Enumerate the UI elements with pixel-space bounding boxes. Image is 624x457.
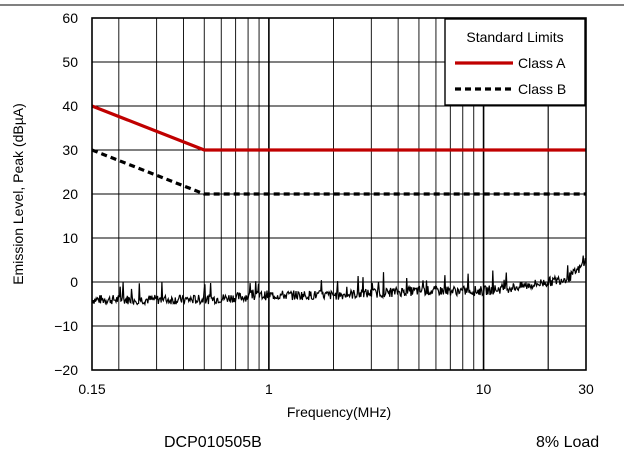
y-tick-label: 60 (62, 10, 78, 26)
y-tick-label: 30 (62, 142, 78, 158)
x-tick-label: 1 (265, 381, 273, 397)
legend-label-class-b: Class B (518, 81, 566, 97)
y-tick-label: 50 (62, 54, 78, 70)
legend: Standard Limits Class A Class B (444, 18, 586, 106)
x-tick-label: 30 (578, 381, 594, 397)
y-tick-label: 20 (62, 186, 78, 202)
load-label: 8% Load (536, 434, 600, 451)
y-tick-label: 10 (62, 230, 78, 246)
y-tick-label: −20 (54, 362, 78, 378)
y-tick-label: 40 (62, 98, 78, 114)
x-tick-label: 0.15 (78, 381, 105, 397)
x-axis-title: Frequency(MHz) (287, 404, 391, 420)
class-a-limit-line (91, 104, 586, 152)
x-tick-label: 10 (476, 381, 492, 397)
series-layer (91, 104, 587, 307)
y-tick-label: −10 (54, 318, 78, 334)
device-label: DCP010505B (164, 434, 262, 451)
plot-frame (91, 17, 587, 371)
y-axis-title: Emission Level, Peak (dBµA) (10, 103, 26, 285)
legend-label-class-a: Class A (518, 55, 566, 71)
measured-emission-line (91, 255, 587, 307)
y-tick-label: 0 (70, 274, 78, 290)
axes: −20 −10 0 10 20 30 40 50 60 0.15 1 10 30 Frequency(MH… (0, 4, 624, 420)
legend-title: Standard Limits (466, 29, 563, 45)
class-b-limit-line (91, 148, 586, 196)
